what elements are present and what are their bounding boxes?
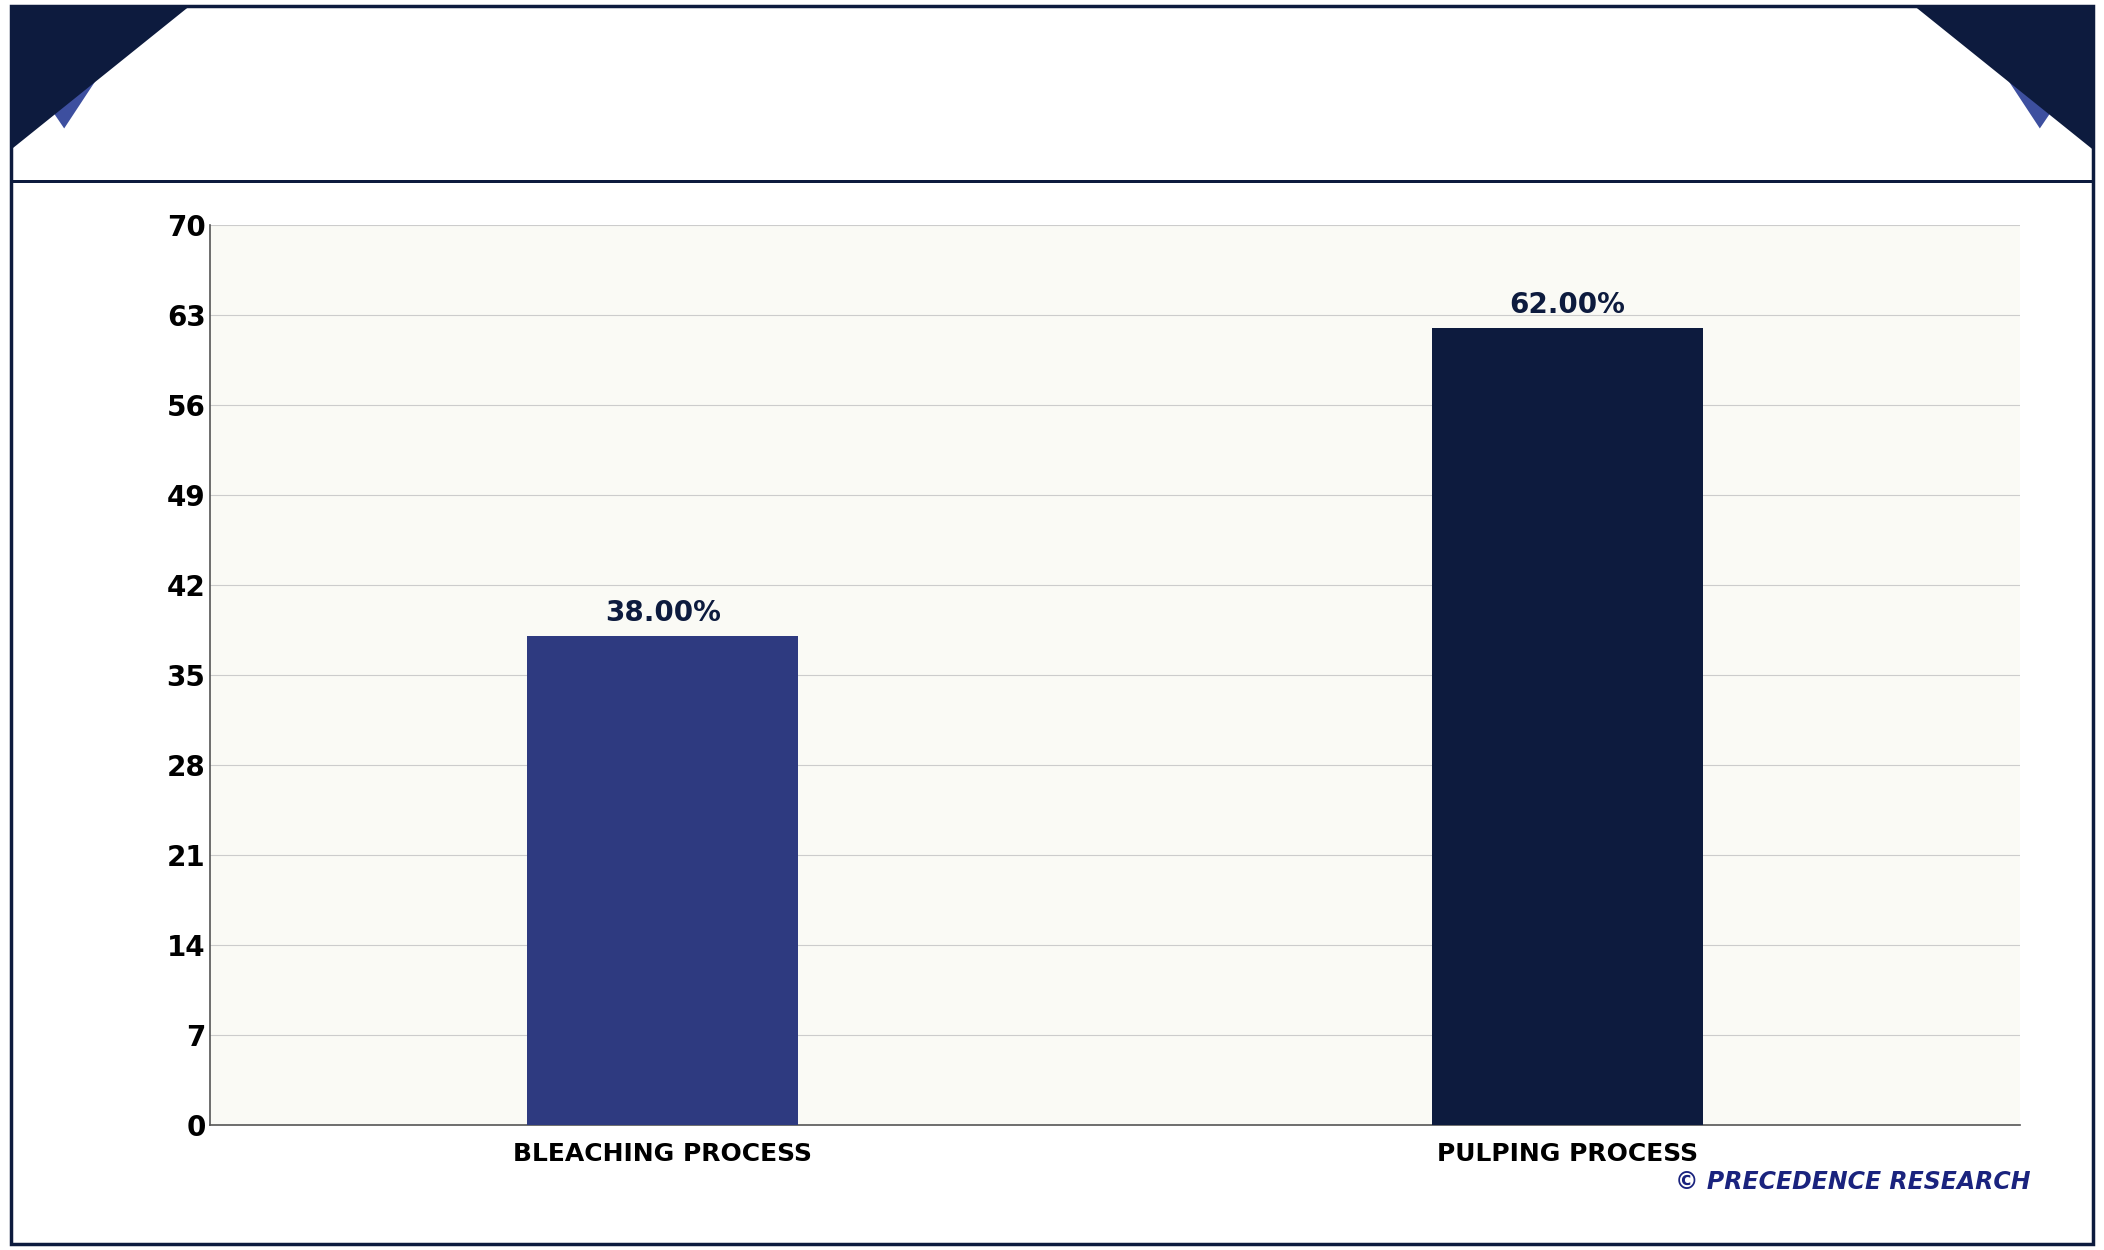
Text: © PRECEDENCE RESEARCH: © PRECEDENCE RESEARCH bbox=[1675, 1170, 2030, 1194]
Text: PULP AND PAPER MARKET SHARE, BY MANUFACTURING PROCESS, 2021 (%): PULP AND PAPER MARKET SHARE, BY MANUFACT… bbox=[286, 76, 1818, 111]
Text: 38.00%: 38.00% bbox=[604, 600, 722, 628]
Text: 62.00%: 62.00% bbox=[1509, 291, 1626, 319]
Bar bbox=[526, 636, 800, 1125]
Bar bbox=[1431, 328, 1702, 1125]
